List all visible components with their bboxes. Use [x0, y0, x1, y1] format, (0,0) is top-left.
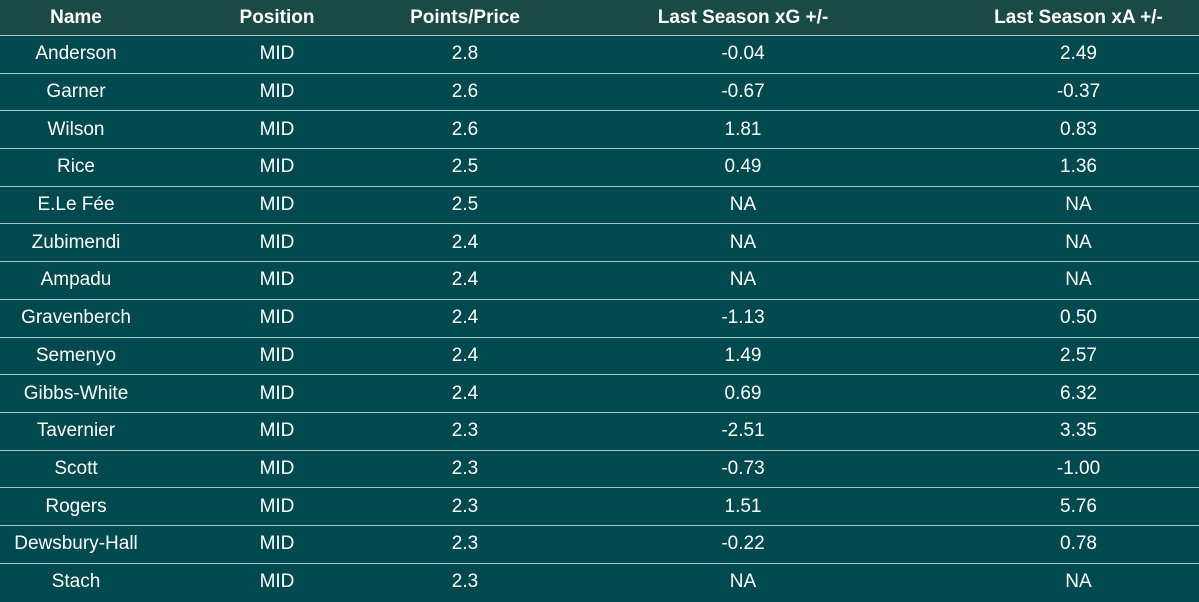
table-cell: 1.36: [958, 148, 1199, 187]
table-cell: MID: [152, 411, 402, 451]
table-cell: MID: [152, 72, 402, 111]
table-row: Stach MID 2.3 NA NA: [0, 562, 1199, 601]
table-cell: MID: [152, 110, 402, 149]
table-cell: Garner: [0, 72, 152, 111]
table-body: Anderson MID 2.8 -0.04 2.49 Garner MID 2.6 -0.67…: [0, 35, 1199, 601]
table-cell: Gibbs-White: [0, 374, 152, 413]
table-cell: NA: [958, 223, 1199, 262]
table-cell: MID: [152, 449, 402, 488]
table-cell: -0.37: [958, 72, 1199, 111]
table-cell: MID: [152, 223, 402, 262]
table-cell: MID: [152, 336, 402, 375]
table-row: Rogers MID 2.3 1.51 5.76: [0, 487, 1199, 526]
table-row: Rice MID 2.5 0.49 1.36: [0, 148, 1199, 187]
table-cell: Gravenberch: [0, 298, 152, 337]
table-cell: NA: [528, 185, 958, 224]
table-cell: -1.00: [958, 449, 1199, 488]
table-cell: Rogers: [0, 487, 152, 526]
table-cell: 2.3: [402, 524, 528, 564]
table-cell: MID: [152, 35, 402, 74]
table-row: E.Le Fée MID 2.5 NA NA: [0, 185, 1199, 224]
table-cell: 2.3: [402, 411, 528, 451]
table-cell: -0.22: [528, 524, 958, 564]
table-cell: Stach: [0, 562, 152, 601]
table-cell: MID: [152, 185, 402, 224]
table-cell: 0.78: [958, 524, 1199, 564]
table-cell: 2.5: [402, 148, 528, 187]
table-cell: 0.50: [958, 298, 1199, 337]
table-cell: 1.49: [528, 336, 958, 375]
table-row: Dewsbury-Hall MID 2.3 -0.22 0.78: [0, 524, 1199, 564]
table-cell: 2.4: [402, 223, 528, 262]
table-row: Gravenberch MID 2.4 -1.13 0.50: [0, 298, 1199, 337]
table-cell: MID: [152, 148, 402, 187]
table-cell: 2.49: [958, 35, 1199, 74]
table-cell: E.Le Fée: [0, 185, 152, 224]
table-cell: 2.4: [402, 374, 528, 413]
table-cell: -0.04: [528, 35, 958, 74]
table-row: Tavernier MID 2.3 -2.51 3.35: [0, 411, 1199, 451]
table-row: Gibbs-White MID 2.4 0.69 6.32: [0, 374, 1199, 413]
table-cell: 2.8: [402, 35, 528, 74]
table-row: Scott MID 2.3 -0.73 -1.00: [0, 449, 1199, 488]
table-cell: MID: [152, 562, 402, 601]
column-header: Position: [152, 0, 402, 36]
table-cell: 0.49: [528, 148, 958, 187]
table-cell: 2.4: [402, 298, 528, 337]
table-cell: 2.57: [958, 336, 1199, 375]
table-cell: 2.5: [402, 185, 528, 224]
table-cell: 1.51: [528, 487, 958, 526]
table-cell: 2.3: [402, 487, 528, 526]
table-cell: -0.73: [528, 449, 958, 488]
column-header: Name: [0, 0, 152, 36]
table-cell: NA: [958, 261, 1199, 300]
table-cell: 0.83: [958, 110, 1199, 149]
table-row: Zubimendi MID 2.4 NA NA: [0, 223, 1199, 262]
table-cell: Rice: [0, 148, 152, 187]
table-cell: Ampadu: [0, 261, 152, 300]
table-cell: MID: [152, 261, 402, 300]
table-cell: Wilson: [0, 110, 152, 149]
table-cell: MID: [152, 487, 402, 526]
table-cell: MID: [152, 298, 402, 337]
table-row: Wilson MID 2.6 1.81 0.83: [0, 110, 1199, 149]
table-row: Ampadu MID 2.4 NA NA: [0, 261, 1199, 300]
table-cell: 5.76: [958, 487, 1199, 526]
table-row: Garner MID 2.6 -0.67 -0.37: [0, 72, 1199, 111]
table-cell: 6.32: [958, 374, 1199, 413]
table-row: Anderson MID 2.8 -0.04 2.49: [0, 35, 1199, 74]
table-cell: MID: [152, 524, 402, 564]
table-cell: 1.81: [528, 110, 958, 149]
table-cell: -1.13: [528, 298, 958, 337]
table-cell: Dewsbury-Hall: [0, 524, 152, 564]
table-cell: 2.6: [402, 72, 528, 111]
table-cell: 2.4: [402, 336, 528, 375]
table-cell: -2.51: [528, 411, 958, 451]
column-header: Last Season xG +/-: [528, 0, 958, 36]
table-cell: -0.67: [528, 72, 958, 111]
table-cell: NA: [528, 261, 958, 300]
table-cell: Anderson: [0, 35, 152, 74]
table-cell: Tavernier: [0, 411, 152, 451]
table-cell: MID: [152, 374, 402, 413]
column-header: Last Season xA +/-: [958, 0, 1199, 36]
table-cell: Zubimendi: [0, 223, 152, 262]
table-cell: 0.69: [528, 374, 958, 413]
table-cell: 2.6: [402, 110, 528, 149]
table-cell: NA: [958, 562, 1199, 601]
table-cell: Semenyo: [0, 336, 152, 375]
table-cell: NA: [528, 562, 958, 601]
table-row: Semenyo MID 2.4 1.49 2.57: [0, 336, 1199, 375]
column-header: Points/Price: [402, 0, 528, 36]
table-cell: 2.4: [402, 261, 528, 300]
table-cell: NA: [958, 185, 1199, 224]
table-cell: NA: [528, 223, 958, 262]
table-cell: Scott: [0, 449, 152, 488]
table-cell: 2.3: [402, 562, 528, 601]
header-row: Name Position Points/Price Last Season xG +…: [0, 0, 1199, 36]
table-cell: 3.35: [958, 411, 1199, 451]
table-cell: 2.3: [402, 449, 528, 488]
